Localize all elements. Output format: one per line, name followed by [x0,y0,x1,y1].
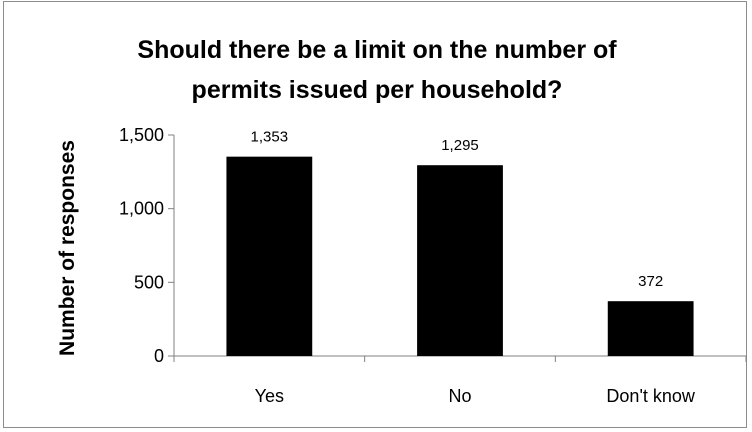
chart-frame [3,1,747,428]
category-label: Yes [255,386,284,406]
y-axis-label: Number of responses [56,140,79,356]
data-label: 372 [638,273,663,290]
bar [226,156,313,356]
category-label: Don't know [606,386,695,406]
data-label: 1,295 [441,137,479,154]
plot-area: 0 500 1,000 1,500 1,353 Yes 1,295 No 372 Don't kn… [119,125,747,406]
chart-title-line-2: permits issued per household? [192,76,563,104]
y-tick-label: 1,500 [119,125,164,145]
data-label: 1,353 [251,129,289,146]
y-tick-label: 500 [134,272,164,292]
category-label: No [448,386,471,406]
y-tick-label: 0 [154,346,164,366]
bar [607,301,694,356]
bar [417,165,503,356]
y-tick-label: 1,000 [119,199,164,219]
chart-title-line-1: Should there be a limit on the number of [137,36,617,64]
